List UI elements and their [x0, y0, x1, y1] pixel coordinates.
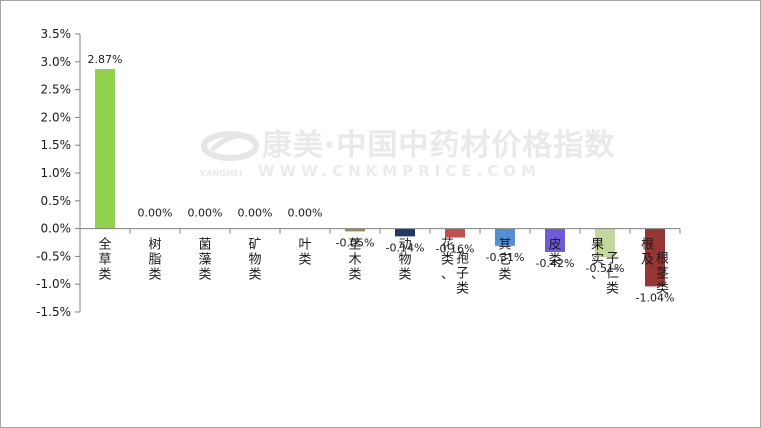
data-labels: 2.87% 0.00% 0.00% 0.00% 0.00% -0.05% -0.14% -0.… [88, 53, 675, 304]
bars [95, 69, 665, 287]
category-char: 类 [606, 282, 619, 297]
category-label: 其它类 [498, 238, 511, 283]
category-label: 叶类 [298, 238, 311, 268]
category-char: 类 [148, 268, 161, 283]
category-label: 根及 根茎类 [641, 238, 669, 297]
category-char: 木 [348, 253, 361, 268]
data-label: -0.14% [386, 241, 425, 254]
bar [445, 228, 465, 238]
category-char: 类 [198, 268, 211, 283]
category-char: 子 [456, 267, 469, 282]
bar [345, 228, 365, 232]
data-label: 0.00% [188, 207, 223, 220]
category-char: 茎 [656, 267, 669, 282]
y-tick-label: -0.5% [36, 249, 71, 263]
watermark-english: KANGMEI [200, 169, 242, 178]
category-char: 皮 [548, 238, 561, 253]
category-char: 类 [98, 268, 111, 283]
category-char: 类 [298, 253, 311, 268]
category-char: 类 [441, 253, 454, 268]
y-tick-label: 1.0% [41, 166, 72, 180]
category-char: 物 [248, 253, 261, 268]
category-label: 菌藻类 [198, 238, 211, 283]
y-tick-label: 3.0% [41, 55, 72, 69]
category-char: 、 [441, 268, 454, 283]
data-label: -0.16% [436, 242, 475, 255]
bar [495, 228, 515, 246]
watermark-title: 康美·中国中药材价格指数 [262, 128, 615, 163]
category-char: 类 [656, 282, 669, 297]
category-label: 矿物类 [248, 238, 261, 283]
bar [645, 228, 665, 287]
y-tick-label: -1.0% [36, 277, 71, 291]
kangmei-logo-icon [201, 131, 259, 161]
y-tick-label: 0.5% [41, 194, 72, 208]
category-char: 茎 [348, 238, 361, 253]
category-char: 根 [656, 252, 669, 267]
category-char: 子 [606, 252, 619, 267]
category-char: 叶 [298, 238, 311, 253]
data-label: -0.42% [536, 257, 575, 270]
category-label: 果实、子仁类 [591, 238, 619, 297]
category-char: 实 [591, 253, 604, 268]
category-label: 树脂类 [148, 238, 161, 283]
data-label: 2.87% [88, 53, 123, 66]
category-char: 矿 [248, 238, 261, 253]
data-label: -0.51% [586, 262, 625, 275]
category-char: 它 [498, 252, 511, 268]
y-tick-label: 3.5% [41, 27, 72, 41]
watermark-url: WWW.CNKMPRICE.COM [258, 162, 541, 180]
category-char: 树 [148, 238, 161, 253]
category-char: 及 [641, 253, 654, 268]
bar [545, 228, 565, 252]
category-char: 全 [98, 237, 111, 253]
y-axis-ticks: 3.5% 3.0% 2.5% 2.0% 1.5% 1.0% 0.5% 0.0% -0.5% -1.… [36, 27, 681, 319]
bar [595, 228, 615, 257]
category-char: 类 [548, 253, 561, 268]
category-char: 孢 [456, 252, 469, 267]
category-char: 类 [248, 268, 261, 283]
category-label: 皮类 [548, 238, 561, 268]
y-tick-label: 2.0% [41, 110, 72, 124]
y-tick-label: 1.5% [41, 138, 72, 152]
category-label: 茎木类 [348, 238, 361, 283]
kangmei-watermark: 康美·中国中药材价格指数 KANGMEI WWW.CNKMPRICE.COM [200, 128, 615, 180]
category-label: 花类、孢子类 [441, 237, 469, 297]
category-char: 菌 [198, 238, 211, 253]
category-label: 动物类 [398, 238, 411, 283]
category-char: 脂 [148, 253, 161, 268]
category-char: 类 [456, 282, 469, 297]
category-char: 草 [98, 253, 111, 268]
category-char: 其 [498, 238, 511, 253]
category-char: 果 [591, 238, 604, 253]
data-label: 0.00% [288, 207, 323, 220]
category-char: 花 [441, 237, 454, 253]
category-char: 类 [398, 268, 411, 283]
data-label: 0.00% [238, 207, 273, 220]
category-char: 动 [398, 238, 411, 253]
data-label: -1.04% [636, 291, 675, 304]
category-char: 类 [498, 268, 511, 283]
category-char: 仁 [606, 267, 619, 282]
data-label: 0.00% [138, 207, 173, 220]
category-char: 根 [641, 238, 654, 253]
bar [395, 228, 415, 237]
y-tick-label: 0.0% [41, 222, 72, 236]
category-label: 全草类 [98, 237, 111, 283]
category-char: 类 [348, 268, 361, 283]
data-label: -0.31% [486, 251, 525, 264]
category-char: 、 [591, 268, 604, 283]
data-label: -0.05% [336, 236, 375, 249]
x-axis-categories: 全草类树脂类菌藻类矿物类叶类茎木类动物类花类、孢子类其它类皮类果实、子仁类根及根… [98, 237, 669, 297]
y-tick-label: 2.5% [41, 83, 72, 97]
category-char: 藻 [198, 253, 211, 268]
category-char: 物 [398, 253, 411, 268]
bar [95, 69, 115, 229]
y-tick-label: -1.5% [36, 305, 71, 319]
